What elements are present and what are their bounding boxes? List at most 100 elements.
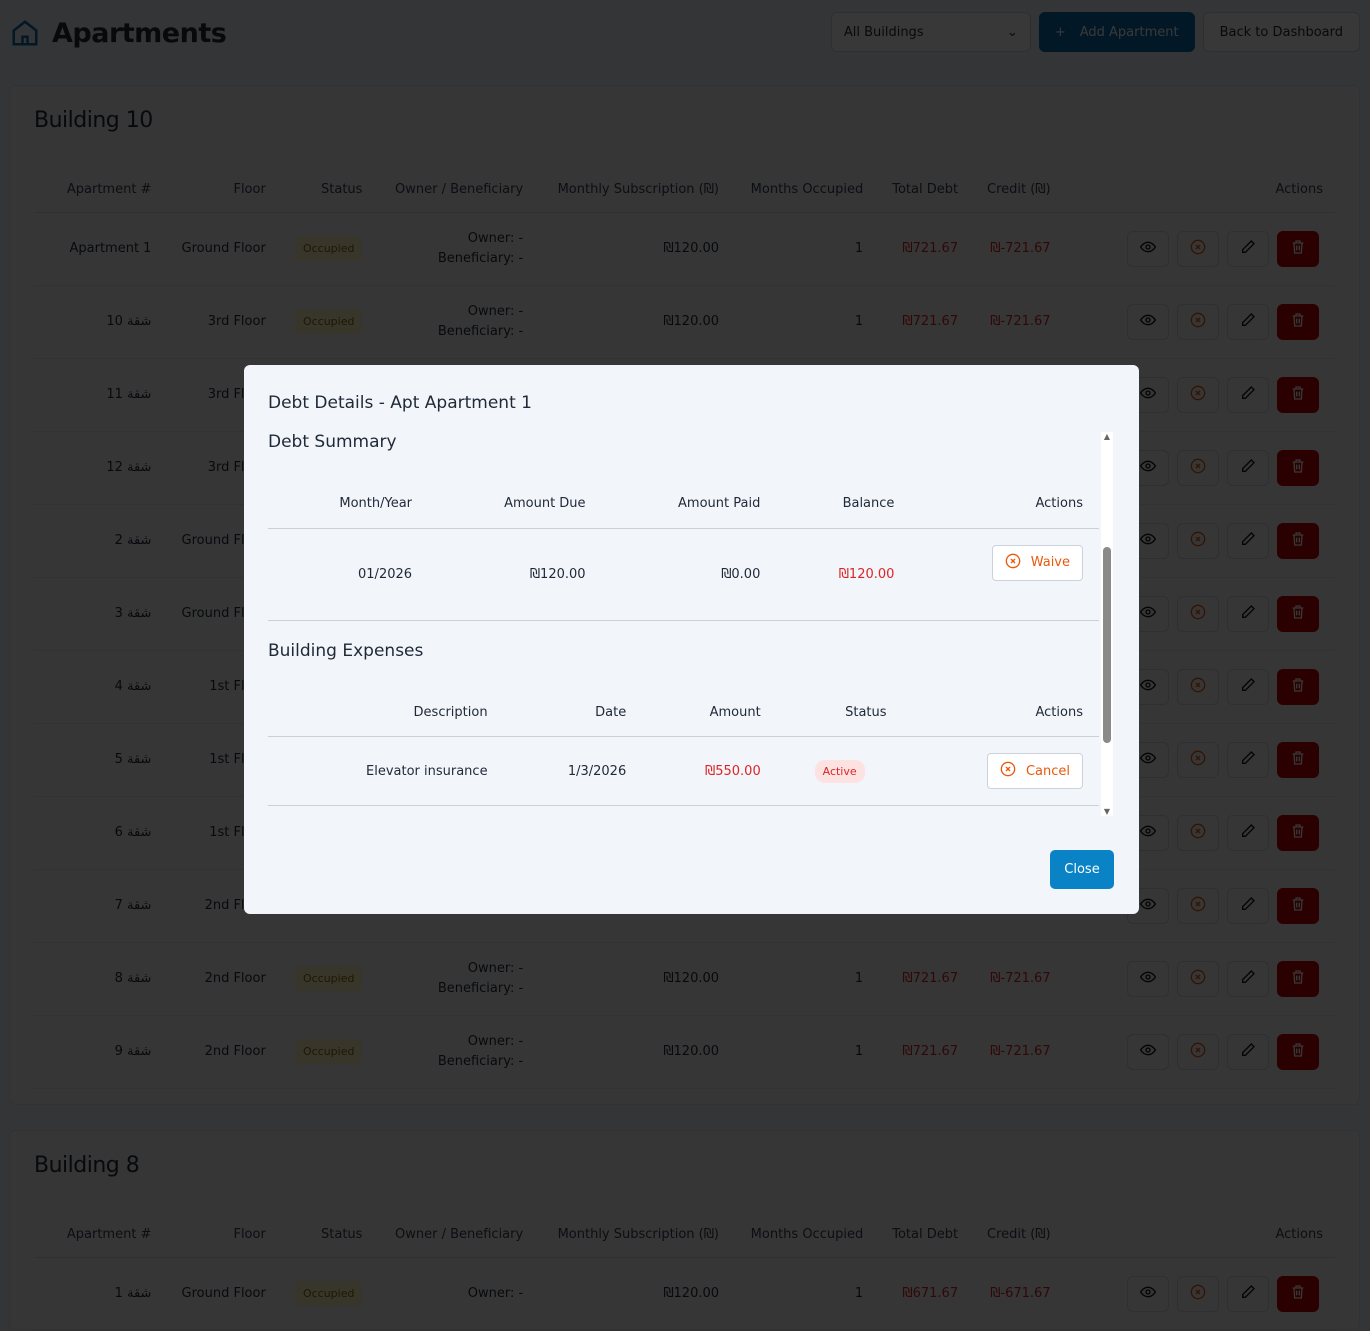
back-to-dashboard-button[interactable]: Back to Dashboard bbox=[1202, 12, 1360, 52]
delete-button[interactable] bbox=[1277, 1275, 1319, 1312]
debt-details-button[interactable] bbox=[1177, 887, 1219, 924]
delete-button[interactable] bbox=[1277, 960, 1319, 997]
debt-details-button[interactable] bbox=[1177, 376, 1219, 413]
waive-button[interactable]: Waive bbox=[991, 544, 1083, 581]
column-header: Apartment # bbox=[34, 168, 164, 213]
edit-button[interactable] bbox=[1227, 1033, 1269, 1070]
x-circle-icon bbox=[1190, 750, 1206, 770]
delete-button[interactable] bbox=[1277, 522, 1319, 559]
debt-details-button[interactable] bbox=[1177, 522, 1219, 559]
x-circle-icon bbox=[1190, 239, 1206, 259]
months-occupied: 1 bbox=[731, 1257, 876, 1331]
debt-details-button[interactable] bbox=[1177, 741, 1219, 778]
debt-details-button[interactable] bbox=[1177, 230, 1219, 267]
table-row: 8 شقة 2nd Floor Occupied Owner: - Beneficiar… bbox=[34, 942, 1335, 1016]
eye-icon bbox=[1139, 1042, 1157, 1062]
trash-icon bbox=[1290, 531, 1306, 551]
column-header bbox=[1062, 168, 1103, 213]
debt-details-button[interactable] bbox=[1177, 814, 1219, 851]
debt-details-button[interactable] bbox=[1177, 960, 1219, 997]
trash-icon bbox=[1290, 458, 1306, 478]
pencil-icon bbox=[1240, 385, 1256, 405]
edit-button[interactable] bbox=[1227, 522, 1269, 559]
delete-button[interactable] bbox=[1277, 230, 1319, 267]
column-header bbox=[1062, 1213, 1103, 1258]
trash-icon bbox=[1290, 604, 1306, 624]
column-header: Amount bbox=[642, 660, 777, 737]
modal-scrollbar[interactable]: ▲ ▼ bbox=[1101, 432, 1113, 816]
column-header: Credit (₪) bbox=[970, 1213, 1063, 1258]
debt-details-button[interactable] bbox=[1177, 668, 1219, 705]
debt-details-button[interactable] bbox=[1177, 449, 1219, 486]
edit-button[interactable] bbox=[1227, 741, 1269, 778]
column-header: Amount Due bbox=[428, 452, 602, 529]
view-button[interactable] bbox=[1127, 303, 1169, 340]
eye-icon bbox=[1139, 1284, 1157, 1304]
edit-button[interactable] bbox=[1227, 230, 1269, 267]
pencil-icon bbox=[1240, 458, 1256, 478]
close-button[interactable]: Close bbox=[1050, 850, 1114, 889]
table-header: Apartment # Floor Status Owner / Beneficiar… bbox=[34, 1213, 1335, 1258]
column-header: Floor bbox=[163, 1213, 278, 1258]
cancel-expense-button[interactable]: Cancel bbox=[986, 753, 1083, 789]
apartment-number: 2 شقة bbox=[34, 504, 164, 578]
eye-icon bbox=[1139, 823, 1157, 843]
add-apartment-button[interactable]: + Add Apartment bbox=[1038, 12, 1195, 52]
delete-button[interactable] bbox=[1277, 1033, 1319, 1070]
add-apartment-label: Add Apartment bbox=[1079, 24, 1179, 40]
x-circle-icon bbox=[1000, 761, 1016, 781]
view-button[interactable] bbox=[1127, 230, 1169, 267]
eye-icon bbox=[1139, 385, 1157, 405]
edit-button[interactable] bbox=[1227, 376, 1269, 413]
scroll-down-icon[interactable]: ▼ bbox=[1103, 807, 1111, 816]
delete-button[interactable] bbox=[1277, 376, 1319, 413]
debt-details-button[interactable] bbox=[1177, 1275, 1219, 1312]
edit-button[interactable] bbox=[1227, 887, 1269, 924]
trash-icon bbox=[1290, 312, 1306, 332]
delete-button[interactable] bbox=[1277, 741, 1319, 778]
column-header: Description bbox=[268, 660, 504, 737]
delete-button[interactable] bbox=[1277, 668, 1319, 705]
total-debt: ₪721.67 bbox=[875, 285, 971, 359]
balance: ₪120.00 bbox=[776, 528, 911, 621]
building-filter-select[interactable]: All Buildings ⌄ bbox=[830, 12, 1031, 52]
view-button[interactable] bbox=[1127, 960, 1169, 997]
debt-details-button[interactable] bbox=[1177, 1033, 1219, 1070]
debt-details-button[interactable] bbox=[1177, 303, 1219, 340]
edit-button[interactable] bbox=[1227, 960, 1269, 997]
eye-icon bbox=[1139, 239, 1157, 259]
edit-button[interactable] bbox=[1227, 668, 1269, 705]
status-badge: Occupied bbox=[294, 1281, 363, 1306]
view-button[interactable] bbox=[1127, 1275, 1169, 1312]
column-header: Month/Year bbox=[268, 452, 429, 529]
column-header: Months Occupied bbox=[731, 1213, 876, 1258]
cancel-label: Cancel bbox=[1025, 763, 1070, 779]
column-header: Monthly Subscription (₪) bbox=[535, 1213, 732, 1258]
edit-button[interactable] bbox=[1227, 1275, 1269, 1312]
delete-button[interactable] bbox=[1277, 303, 1319, 340]
waive-label: Waive bbox=[1030, 555, 1070, 570]
delete-button[interactable] bbox=[1277, 814, 1319, 851]
delete-button[interactable] bbox=[1277, 887, 1319, 924]
debt-details-button[interactable] bbox=[1177, 595, 1219, 632]
edit-button[interactable] bbox=[1227, 303, 1269, 340]
delete-button[interactable] bbox=[1277, 449, 1319, 486]
edit-button[interactable] bbox=[1227, 595, 1269, 632]
status-badge: Occupied bbox=[294, 236, 363, 261]
edit-button[interactable] bbox=[1227, 814, 1269, 851]
trash-icon bbox=[1290, 1284, 1306, 1304]
pencil-icon bbox=[1240, 531, 1256, 551]
scrollbar-thumb[interactable] bbox=[1103, 547, 1111, 743]
scroll-up-icon[interactable]: ▲ bbox=[1103, 432, 1111, 441]
building-filter-value: All Buildings bbox=[843, 24, 924, 40]
column-header: Balance bbox=[776, 452, 911, 529]
edit-button[interactable] bbox=[1227, 449, 1269, 486]
pencil-icon bbox=[1240, 312, 1256, 332]
trash-icon bbox=[1290, 385, 1306, 405]
delete-button[interactable] bbox=[1277, 595, 1319, 632]
trash-icon bbox=[1290, 823, 1306, 843]
floor: 2nd Floor bbox=[163, 1015, 278, 1089]
table-row: 9 شقة 2nd Floor Occupied Owner: - Beneficiar… bbox=[34, 1015, 1335, 1089]
view-button[interactable] bbox=[1127, 1033, 1169, 1070]
eye-icon bbox=[1139, 969, 1157, 989]
